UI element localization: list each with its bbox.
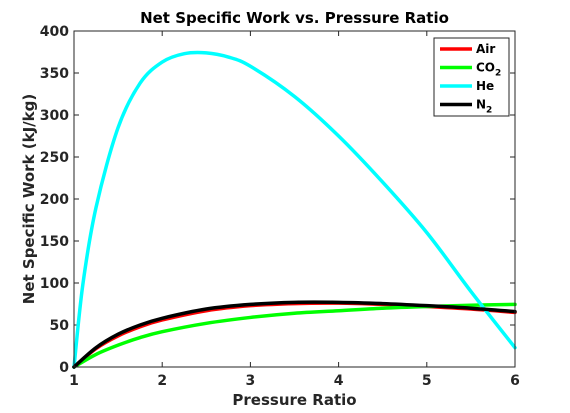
x-tick-label: 3 — [246, 373, 256, 389]
y-tick-label: 100 — [40, 276, 69, 292]
series-line-he — [72, 50, 517, 369]
x-tick-label: 6 — [510, 373, 520, 389]
series-lines — [72, 50, 517, 369]
y-tick-label: 200 — [40, 192, 69, 208]
axis-ticks: 1 2 3 4 5 6 0 50 100 150 200 250 300 350 400 — [40, 24, 520, 389]
legend-label-air: Air — [476, 42, 495, 56]
x-tick-label: 5 — [422, 373, 432, 389]
plot-frame — [73, 30, 516, 368]
x-axis-label: Pressure Ratio — [232, 391, 356, 409]
x-tick-label: 4 — [334, 373, 344, 389]
axes-box — [73, 30, 516, 368]
y-tick-label: 300 — [40, 108, 69, 124]
series-line-n2 — [72, 300, 517, 369]
y-tick-label: 350 — [40, 66, 69, 82]
chart-title: Net Specific Work vs. Pressure Ratio — [140, 9, 449, 27]
series-line-co2 — [72, 302, 517, 369]
y-tick-label: 150 — [40, 234, 69, 250]
legend-label-he: He — [476, 79, 494, 93]
y-tick-label: 50 — [50, 318, 70, 334]
x-tick-label: 1 — [69, 373, 79, 389]
y-tick-label: 400 — [40, 24, 69, 40]
y-axis-label: Net Specific Work (kJ/kg) — [20, 94, 38, 304]
x-tick-label: 2 — [157, 373, 167, 389]
y-tick-label: 0 — [59, 360, 69, 376]
legend-label-co2: CO2 — [476, 61, 501, 79]
y-tick-label: 250 — [40, 150, 69, 166]
